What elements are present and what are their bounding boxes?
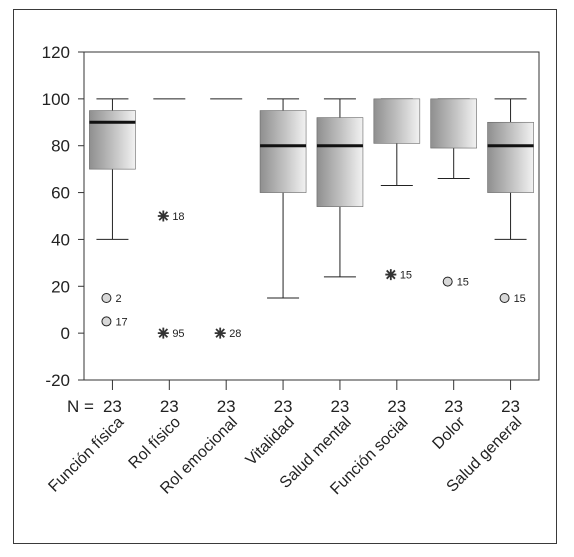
outlier-5: 15 [385, 269, 412, 282]
outlier-1: 17 [101, 316, 128, 328]
y-tick-label: 40 [51, 230, 70, 249]
y-tick-label: 20 [51, 277, 70, 296]
n-value: 23 [274, 397, 293, 416]
iqr-box [316, 117, 364, 207]
n-value: 23 [387, 397, 406, 416]
outlier-label: 15 [457, 277, 469, 289]
outlier-star [157, 210, 169, 222]
box-0 [89, 98, 136, 240]
box-6 [430, 98, 477, 180]
category-label: Vitalidad [243, 414, 298, 469]
outlier-label: 2 [115, 293, 121, 305]
outliers-group: 2 17 18 95 28 15 15 15 [101, 210, 526, 340]
category-label: Función física [45, 414, 127, 496]
y-tick-label: -20 [45, 371, 70, 390]
y-tick-label: 0 [61, 324, 70, 343]
outlier-circle [101, 316, 112, 327]
outlier-circle [442, 276, 453, 287]
outlier-6: 15 [442, 276, 469, 289]
box-4 [316, 98, 364, 278]
outlier-star [385, 269, 397, 281]
box-7 [487, 98, 534, 240]
outlier-3: 95 [157, 327, 185, 340]
outlier-circle [499, 293, 510, 303]
iqr-box [259, 110, 307, 193]
outlier-2: 18 [157, 210, 185, 223]
y-tick-label: 80 [51, 137, 70, 156]
category-label: Rol físico [126, 414, 185, 473]
outlier-4: 28 [214, 327, 241, 340]
outlier-label: 18 [172, 211, 184, 223]
plot-area [83, 51, 540, 381]
y-tick-label: 120 [42, 43, 70, 62]
iqr-box [89, 110, 136, 170]
outlier-label: 15 [514, 293, 526, 305]
outlier-label: 28 [229, 328, 241, 340]
category-label: Dolor [429, 413, 469, 453]
outlier-label: 95 [172, 328, 184, 340]
n-value: 23 [103, 397, 122, 416]
outlier-7: 15 [499, 293, 526, 305]
n-label: N = [67, 397, 94, 416]
y-axis: -20 0 20 40 60 80 100 120 [42, 43, 84, 390]
outlier-label: 15 [400, 270, 412, 282]
boxes-group [89, 98, 534, 299]
figure-frame [13, 9, 557, 544]
box-5 [373, 98, 421, 187]
box-3 [259, 98, 307, 299]
n-value: 23 [444, 397, 463, 416]
n-value: 23 [330, 397, 349, 416]
y-tick-label: 100 [42, 90, 70, 109]
iqr-box [430, 98, 477, 149]
outlier-0: 2 [101, 293, 122, 305]
n-value: 23 [501, 397, 520, 416]
n-value: 23 [217, 397, 236, 416]
n-value: 23 [160, 397, 179, 416]
outlier-star [214, 327, 226, 339]
iqr-box [373, 98, 421, 144]
y-tick-label: 60 [51, 184, 70, 203]
outlier-star [157, 327, 169, 339]
iqr-box [487, 121, 534, 193]
outlier-circle [101, 293, 112, 303]
outlier-label: 17 [115, 316, 127, 328]
